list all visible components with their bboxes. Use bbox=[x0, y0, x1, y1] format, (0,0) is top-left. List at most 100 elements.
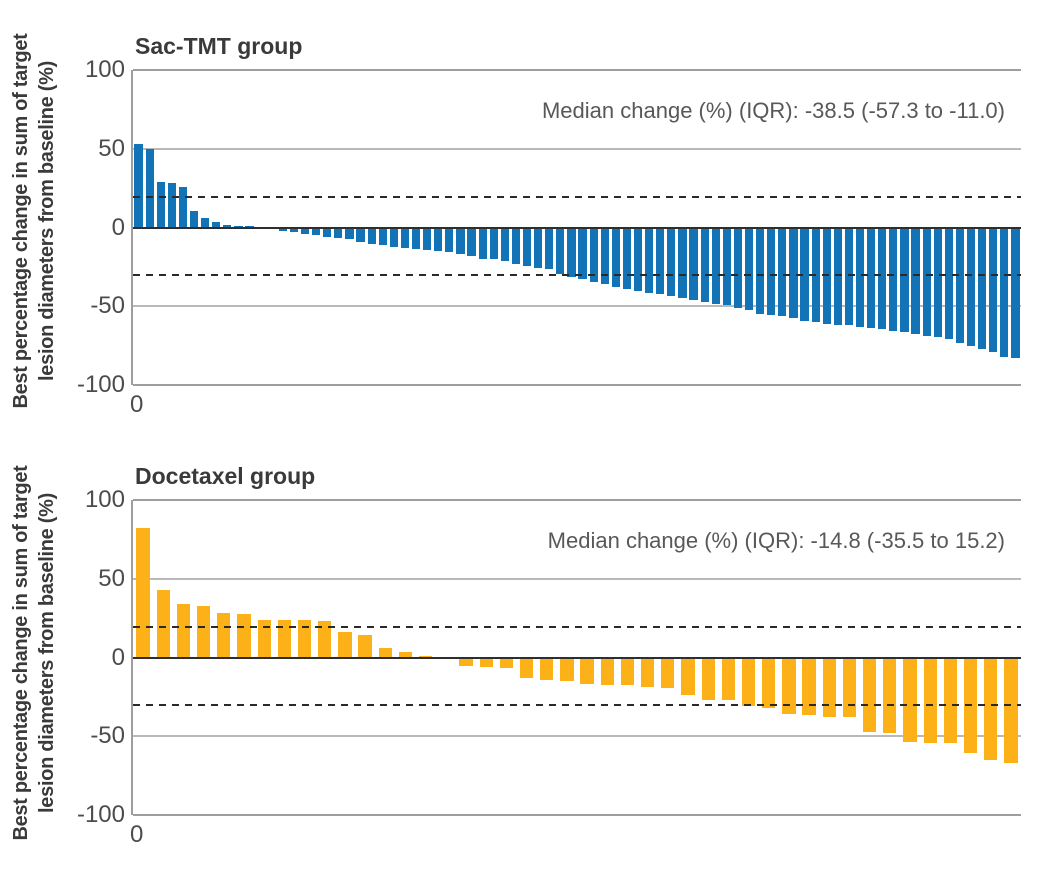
panel-title-docetaxel: Docetaxel group bbox=[135, 463, 316, 489]
bar bbox=[889, 227, 898, 331]
ytick-m100-top: -100 bbox=[76, 371, 125, 398]
bar bbox=[933, 227, 942, 338]
bar bbox=[423, 227, 432, 251]
bar bbox=[519, 657, 534, 678]
zero-line bbox=[133, 656, 1021, 659]
bar bbox=[756, 227, 765, 314]
xtick-0-top: 0 bbox=[130, 391, 144, 418]
bar bbox=[257, 619, 271, 658]
reference-line-plus20 bbox=[133, 195, 1021, 198]
median-annotation-sac-tmt: Median change (%) (IQR): -38.5 (-57.3 to… bbox=[541, 98, 1005, 123]
bar bbox=[762, 657, 776, 708]
bar bbox=[656, 227, 665, 295]
bar bbox=[338, 632, 352, 658]
bar bbox=[511, 227, 521, 264]
plot-area-docetaxel: Median change (%) (IQR): -14.8 (-35.5 to… bbox=[131, 499, 1021, 816]
bar bbox=[323, 227, 332, 237]
bar bbox=[300, 227, 310, 234]
bar bbox=[600, 657, 614, 686]
bar bbox=[580, 657, 594, 684]
bar bbox=[478, 227, 487, 259]
ytick-m50-top: -50 bbox=[90, 292, 125, 320]
bar bbox=[345, 227, 354, 239]
bar bbox=[1011, 227, 1020, 359]
bar bbox=[944, 227, 953, 339]
bar bbox=[640, 657, 655, 687]
plot-area-sac-tmt: Median change (%) (IQR): -38.5 (-57.3 to… bbox=[131, 69, 1021, 386]
gridline-50 bbox=[133, 577, 1021, 580]
bar bbox=[867, 227, 876, 328]
bar bbox=[334, 227, 343, 239]
bar bbox=[1004, 657, 1018, 763]
bar bbox=[633, 227, 643, 291]
bar bbox=[778, 227, 787, 317]
bar bbox=[844, 227, 854, 326]
y-axis-label-line1: Best percentage change in sum of target bbox=[10, 465, 32, 841]
gridline-50 bbox=[133, 147, 1021, 150]
gridline-100 bbox=[133, 499, 1021, 501]
zero-line bbox=[133, 226, 1021, 229]
bar bbox=[189, 210, 199, 228]
reference-line-minus30 bbox=[133, 703, 1021, 706]
bar bbox=[499, 657, 514, 668]
ytick-100-bottom: 100 bbox=[84, 486, 125, 513]
bar bbox=[733, 227, 743, 308]
bar bbox=[134, 144, 143, 228]
bar bbox=[459, 657, 473, 666]
bar bbox=[842, 657, 857, 718]
bar bbox=[855, 227, 865, 327]
bar bbox=[534, 227, 543, 268]
bar bbox=[1000, 227, 1009, 357]
bar bbox=[645, 227, 654, 293]
bar bbox=[500, 227, 509, 262]
y-axis-spine bbox=[131, 70, 133, 385]
bar bbox=[978, 227, 987, 350]
bar bbox=[689, 227, 698, 301]
gridline-m50 bbox=[133, 735, 1021, 738]
bar bbox=[567, 227, 576, 278]
bar bbox=[156, 589, 170, 658]
bar bbox=[277, 619, 292, 658]
bar bbox=[782, 657, 796, 714]
bar bbox=[367, 227, 376, 245]
panel-title-sac-tmt: Sac-TMT group bbox=[135, 33, 303, 59]
bar bbox=[545, 227, 554, 270]
bar bbox=[822, 657, 836, 718]
bar bbox=[922, 227, 931, 336]
bar bbox=[489, 227, 498, 260]
bar bbox=[661, 657, 675, 688]
xtick-0-bottom: 0 bbox=[130, 821, 144, 848]
bar bbox=[378, 648, 392, 658]
y-axis-spine bbox=[131, 500, 133, 815]
bar bbox=[744, 227, 754, 311]
bar bbox=[201, 218, 210, 228]
bar bbox=[611, 227, 620, 287]
bar bbox=[789, 227, 798, 319]
bar bbox=[701, 657, 715, 700]
bar bbox=[911, 227, 920, 334]
bar bbox=[318, 621, 332, 658]
reference-line-plus20 bbox=[133, 625, 1021, 628]
bar bbox=[297, 620, 312, 658]
bar bbox=[456, 227, 465, 255]
bar bbox=[667, 227, 676, 297]
bar bbox=[445, 227, 454, 252]
bar bbox=[741, 657, 756, 707]
ytick-100-top: 100 bbox=[84, 56, 125, 83]
ytick-0-bottom: 0 bbox=[111, 643, 125, 671]
bar bbox=[700, 227, 709, 302]
bar bbox=[223, 225, 232, 228]
bar bbox=[136, 528, 150, 658]
bar bbox=[278, 227, 287, 231]
bar bbox=[833, 227, 842, 325]
bar bbox=[955, 227, 965, 344]
bar bbox=[878, 227, 887, 329]
reference-line-minus30 bbox=[133, 273, 1021, 276]
bar bbox=[167, 182, 176, 228]
bar bbox=[145, 148, 154, 228]
ytick-m100-bottom: -100 bbox=[76, 801, 125, 828]
bar bbox=[923, 657, 937, 743]
bar bbox=[862, 657, 877, 732]
bar bbox=[411, 227, 421, 249]
